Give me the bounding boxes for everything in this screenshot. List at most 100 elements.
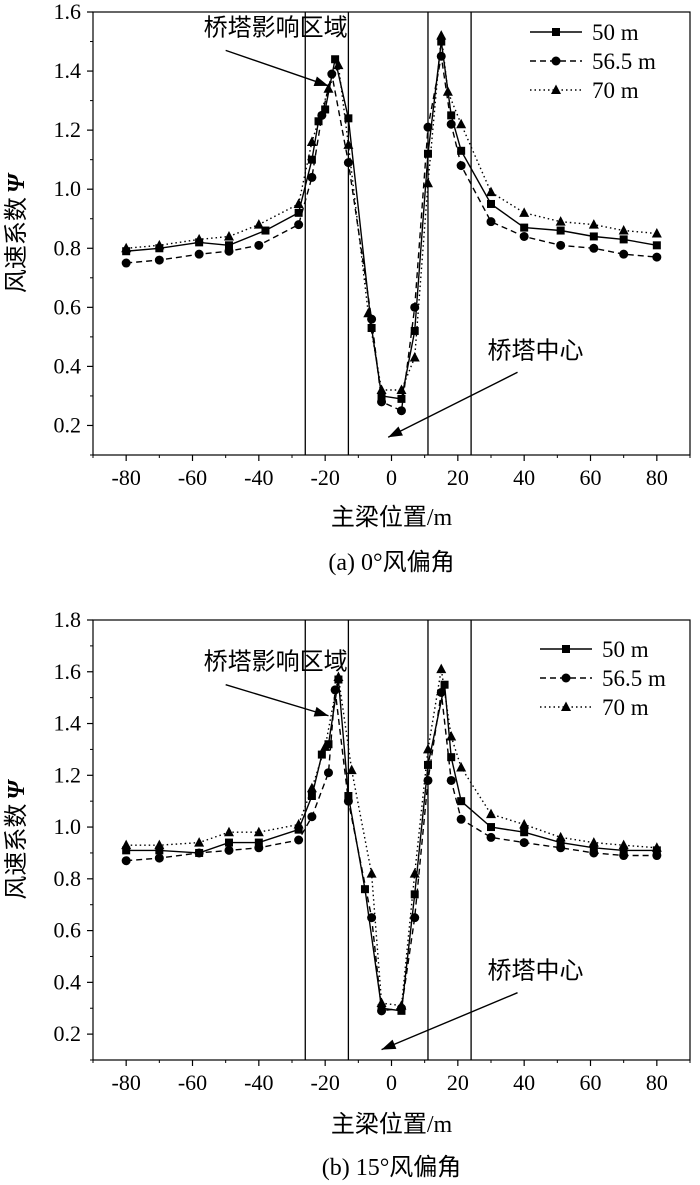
- data-point: [320, 741, 331, 751]
- data-point: [436, 687, 446, 697]
- data-point: [619, 249, 629, 259]
- data-point: [619, 235, 628, 244]
- data-point: [154, 853, 164, 863]
- legend-marker: [552, 28, 560, 36]
- data-point: [397, 394, 406, 403]
- legend-label: 56.5 m: [602, 666, 666, 691]
- data-point: [333, 59, 344, 70]
- data-point: [589, 843, 598, 852]
- data-point: [306, 782, 317, 793]
- data-point: [456, 814, 466, 824]
- annotation-arrowhead: [388, 426, 403, 438]
- annotation-tower-center: 桥塔中心: [488, 958, 584, 985]
- data-point: [194, 233, 205, 244]
- data-point: [396, 384, 407, 395]
- data-point: [456, 118, 467, 129]
- data-point: [456, 762, 467, 772]
- data-point: [651, 842, 662, 852]
- data-point: [317, 750, 326, 759]
- data-point: [555, 831, 566, 842]
- data-point: [556, 843, 566, 853]
- data-point: [121, 856, 131, 866]
- chart-a: -80 -60 -40 -20 0 20 40 60 80 0.2 0.4 0.6 0.8 1.0 1.2 1…: [3, 0, 691, 576]
- data-point: [306, 136, 317, 146]
- data-point: [423, 149, 432, 158]
- data-point: [317, 110, 327, 120]
- legend-label: 70 m: [592, 78, 639, 103]
- y-tick-label: 1.8: [54, 607, 82, 632]
- data-point: [446, 119, 456, 129]
- data-point: [376, 997, 387, 1008]
- data-point: [253, 219, 264, 229]
- data-point: [396, 406, 406, 416]
- annotation-arrow: [381, 992, 518, 1051]
- data-point: [652, 851, 662, 861]
- legend-label: 50 m: [592, 20, 639, 45]
- data-point: [254, 843, 264, 853]
- data-point: [486, 808, 496, 819]
- legend: 50 m 56.5 m 70 m: [540, 637, 666, 720]
- y-tick-label: 1.0: [54, 176, 82, 201]
- data-point: [437, 37, 446, 46]
- data-point: [323, 768, 333, 778]
- data-point: [121, 242, 132, 253]
- data-point: [652, 252, 662, 262]
- x-tick-label: 60: [580, 465, 602, 490]
- data-point: [486, 832, 496, 842]
- data-point: [194, 249, 204, 259]
- data-point: [589, 243, 599, 253]
- data-point: [293, 198, 304, 208]
- y-axis-label: 风速系数 Ψ: [3, 779, 30, 900]
- data-point: [377, 1006, 387, 1016]
- data-point: [486, 186, 496, 197]
- data-point: [618, 839, 629, 850]
- data-point: [254, 240, 264, 250]
- data-point: [121, 258, 131, 268]
- y-tick-label: 0.8: [54, 866, 82, 891]
- series-line: [126, 35, 657, 391]
- data-point: [422, 177, 433, 188]
- data-point: [457, 146, 466, 155]
- data-point: [254, 838, 263, 847]
- series-line: [126, 689, 657, 1012]
- data-point: [253, 826, 264, 837]
- data-point: [224, 246, 234, 256]
- data-point: [618, 225, 629, 235]
- data-point: [423, 122, 433, 132]
- legend-marker: [551, 84, 561, 94]
- data-point: [376, 384, 387, 395]
- data-point: [410, 890, 419, 899]
- data-point: [556, 240, 566, 250]
- data-point: [367, 324, 376, 333]
- annotation-arrow: [225, 684, 329, 717]
- data-point: [154, 255, 164, 265]
- data-point: [556, 226, 565, 235]
- data-point: [457, 797, 466, 806]
- x-tick-label: -80: [112, 1070, 141, 1095]
- data-point: [396, 1000, 407, 1010]
- data-point: [223, 826, 234, 837]
- data-point: [194, 848, 204, 858]
- x-tick-label: -20: [311, 1070, 340, 1095]
- x-tick-label: 20: [447, 465, 469, 490]
- data-point: [436, 51, 446, 61]
- data-point: [155, 846, 164, 855]
- data-point: [520, 828, 529, 837]
- legend: 50 m 56.5 m 70 m: [530, 20, 656, 103]
- data-point: [346, 764, 357, 775]
- data-point: [122, 846, 131, 855]
- y-tick-label: 0.4: [54, 969, 82, 994]
- data-point: [588, 837, 599, 847]
- data-point: [307, 812, 317, 822]
- data-point: [294, 825, 303, 834]
- x-tick-label: -80: [112, 465, 141, 490]
- data-point: [330, 685, 340, 695]
- data-point: [651, 228, 662, 238]
- chart-b: -80 -60 -40 -20 0 20 40 60 80 0.2 0.4 0.6 0.8 1.0 1.2 1…: [3, 607, 691, 1181]
- x-tick-label: 0: [386, 465, 397, 490]
- data-point: [377, 391, 386, 400]
- data-point: [619, 846, 628, 855]
- x-tick-label: -40: [244, 1070, 273, 1095]
- x-tick-label: 80: [646, 465, 668, 490]
- data-point: [556, 838, 565, 847]
